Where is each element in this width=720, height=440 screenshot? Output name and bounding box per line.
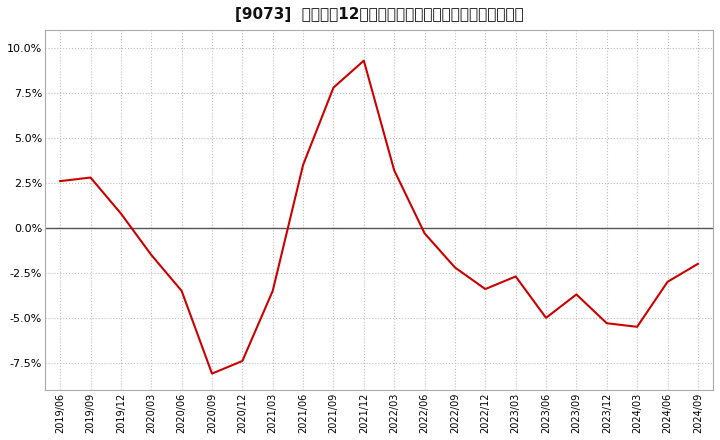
Title: [9073]  売上高の12か月移動合計の対前年同期増減率の推移: [9073] 売上高の12か月移動合計の対前年同期増減率の推移: [235, 7, 523, 22]
